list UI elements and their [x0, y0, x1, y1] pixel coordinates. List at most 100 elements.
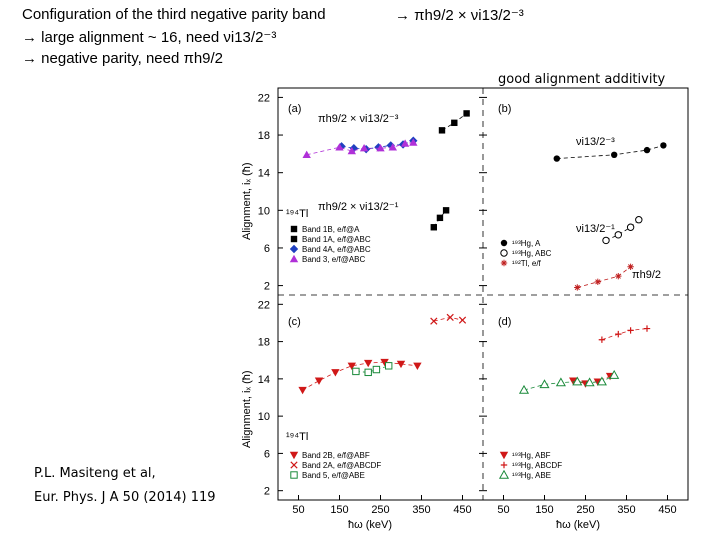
xtick-label: 450 — [658, 504, 676, 516]
data-point — [569, 377, 578, 385]
data-point — [660, 142, 667, 149]
heading-line1: Configuration of the third negative pari… — [22, 6, 326, 23]
xtick-label: 50 — [497, 504, 509, 516]
legend-label: Band 2A, e/f@ABCDF — [302, 461, 381, 470]
data-point — [314, 377, 324, 385]
ytick-label: 10 — [258, 411, 270, 423]
legend-label: ¹⁹³Hg, ABF — [512, 451, 551, 460]
xtick-label: 50 — [292, 504, 304, 516]
nucleus-a-label: ¹⁹⁴Tl — [286, 208, 308, 220]
panel-c-label: (c) — [288, 316, 301, 328]
legend-marker — [289, 244, 299, 254]
panel-d-label: (d) — [498, 316, 511, 328]
annotation-a2: πh9/2 × νi13/2⁻¹ — [318, 201, 399, 213]
ylabel-bottom: Alignment, iₓ (ħ) — [241, 370, 253, 448]
data-point — [364, 359, 373, 368]
legend-marker — [290, 461, 298, 469]
data-point — [572, 376, 583, 386]
data-point — [347, 362, 356, 371]
data-point — [626, 223, 635, 231]
data-point — [614, 231, 622, 239]
heading-line2: → large alignment ~ 16, need νi13/2⁻³ — [22, 29, 277, 46]
legend-marker — [289, 254, 299, 263]
series-line — [601, 328, 648, 341]
data-point — [596, 376, 607, 386]
ytick-label: 22 — [258, 92, 270, 104]
legend-label: ¹⁹³Hg, ABE — [512, 471, 551, 480]
data-point — [331, 369, 340, 377]
data-point — [598, 336, 606, 343]
xtick-label: 250 — [576, 504, 594, 516]
data-point — [584, 377, 595, 387]
data-point — [553, 155, 560, 162]
data-point — [385, 362, 393, 370]
data-point — [615, 272, 622, 280]
ytick-label: 10 — [258, 205, 270, 217]
legend-label: Band 3, e/f@ABC — [302, 255, 365, 264]
series-line — [573, 375, 611, 384]
annotation-b3: πh9/2 — [632, 269, 661, 281]
legend-label: Band 2B, e/f@ABF — [302, 451, 370, 460]
data-point — [518, 384, 530, 394]
data-point — [298, 386, 307, 395]
data-point — [335, 143, 344, 151]
data-point — [458, 316, 467, 324]
data-point — [430, 224, 437, 231]
data-point — [611, 151, 618, 159]
ytick-label: 6 — [264, 448, 270, 460]
legend-label: Band 4A, e/f@ABC — [302, 245, 371, 254]
xtick-label: 350 — [617, 504, 635, 516]
data-point — [347, 146, 356, 155]
xlabel-left: ħω (keV) — [348, 519, 392, 531]
data-point — [635, 216, 643, 224]
ytick-label: 18 — [258, 337, 270, 349]
legend-marker — [500, 259, 508, 267]
heading-right: → πh9/2 × νi13/2⁻³ — [395, 7, 524, 24]
good-alignment-label: good alignment additivity — [498, 72, 666, 87]
data-point — [594, 278, 601, 286]
legend-label: ¹⁹³Hg, ABCDF — [512, 461, 562, 470]
ytick-label: 14 — [258, 374, 270, 386]
data-point — [400, 139, 410, 147]
ylabel-top: Alignment, iₓ (ħ) — [241, 162, 253, 240]
legend-marker — [500, 239, 508, 247]
citation-line2: Eur. Phys. J A 50 (2014) 119 — [34, 490, 216, 505]
series-line — [355, 365, 389, 373]
data-point — [643, 146, 651, 154]
legend-marker — [290, 235, 298, 243]
data-point — [627, 327, 634, 334]
xtick-label: 450 — [453, 504, 471, 516]
data-point — [615, 330, 622, 338]
legend-label: Band 1B, e/f@A — [302, 225, 360, 234]
legend-marker — [499, 451, 509, 460]
legend-marker — [500, 461, 508, 469]
ytick-label: 22 — [258, 299, 270, 311]
legend-label: ¹⁹³Hg, ABC — [512, 249, 552, 258]
data-point — [463, 110, 470, 117]
data-point — [302, 150, 311, 159]
data-point — [376, 144, 385, 152]
data-point — [372, 365, 381, 374]
xtick-label: 150 — [330, 504, 348, 516]
ytick-label: 6 — [264, 243, 270, 255]
legend-label: Band 5, e/f@ABE — [302, 471, 365, 480]
data-point — [430, 317, 438, 325]
series-line — [306, 142, 414, 156]
legend-label: ¹⁹²Tl, e/f — [512, 259, 542, 268]
ytick-label: 18 — [258, 130, 270, 142]
panel-c: 2 6 10 14 18 22 50 150 250 350 450 Band 2B, e/f@ABF… — [258, 299, 472, 516]
xtick-label: 250 — [371, 504, 389, 516]
annotation-a1: πh9/2 × νi13/2⁻³ — [318, 113, 399, 125]
data-point — [364, 368, 372, 377]
xtick-label: 150 — [535, 504, 553, 516]
data-point — [574, 284, 581, 291]
ytick-label: 2 — [264, 486, 270, 498]
data-point — [359, 144, 369, 152]
legend-marker — [498, 469, 510, 479]
data-point — [442, 207, 450, 214]
legend-marker — [290, 471, 298, 479]
